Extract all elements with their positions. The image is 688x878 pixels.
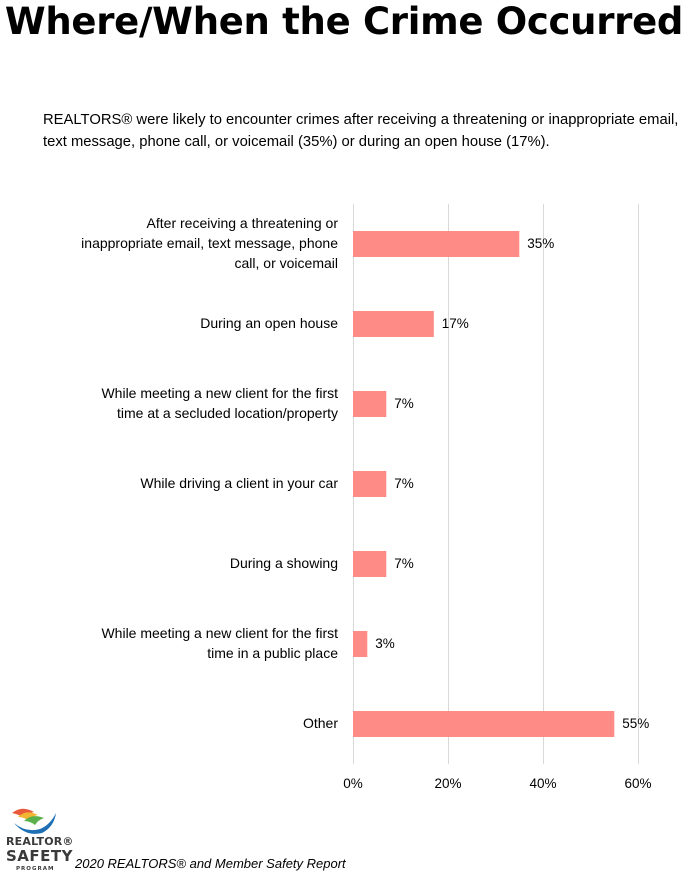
logo-line-realtor: REALTOR® [6, 835, 74, 848]
value-label: 7% [394, 476, 414, 491]
logo-line-program: PROGRAM [16, 866, 55, 872]
page-subtitle: REALTORS® were likely to encounter crime… [43, 112, 679, 150]
realtor-safety-logo: REALTOR® SAFETY PROGRAM [4, 803, 74, 875]
source-footnote: 2020 REALTORS® and Member Safety Report [75, 856, 346, 871]
bar-0 [353, 231, 520, 257]
safety-swoosh-icon [12, 808, 56, 834]
category-label: While driving a client in your car [140, 475, 338, 491]
bar-5 [353, 631, 368, 657]
bar-4 [353, 551, 387, 577]
category-label: During an open house [200, 315, 338, 331]
value-label: 3% [375, 636, 395, 651]
value-label: 17% [441, 316, 469, 331]
x-tick-label: 60% [624, 776, 652, 791]
bar-1 [353, 311, 434, 337]
category-label: During a showing [229, 555, 338, 571]
category-label: While meeting a new client for the first… [101, 385, 338, 421]
x-tick-label: 20% [434, 776, 462, 791]
bar-2 [353, 391, 387, 417]
x-tick-label: 0% [343, 776, 363, 791]
category-label: While meeting a new client for the first… [101, 625, 338, 661]
value-label: 7% [394, 556, 414, 571]
value-label: 35% [527, 236, 555, 251]
x-tick-label: 40% [529, 776, 557, 791]
value-label: 7% [394, 396, 414, 411]
category-label: After receiving a threatening or inapprop… [81, 215, 338, 271]
bar-chart [353, 204, 639, 764]
category-label: Other [302, 715, 338, 731]
page-title: Where/When the Crime Occurred [4, 0, 684, 43]
bar-3 [353, 471, 387, 497]
bar-6 [353, 711, 615, 737]
logo-line-safety: SAFETY [6, 847, 73, 865]
value-label: 55% [622, 716, 650, 731]
